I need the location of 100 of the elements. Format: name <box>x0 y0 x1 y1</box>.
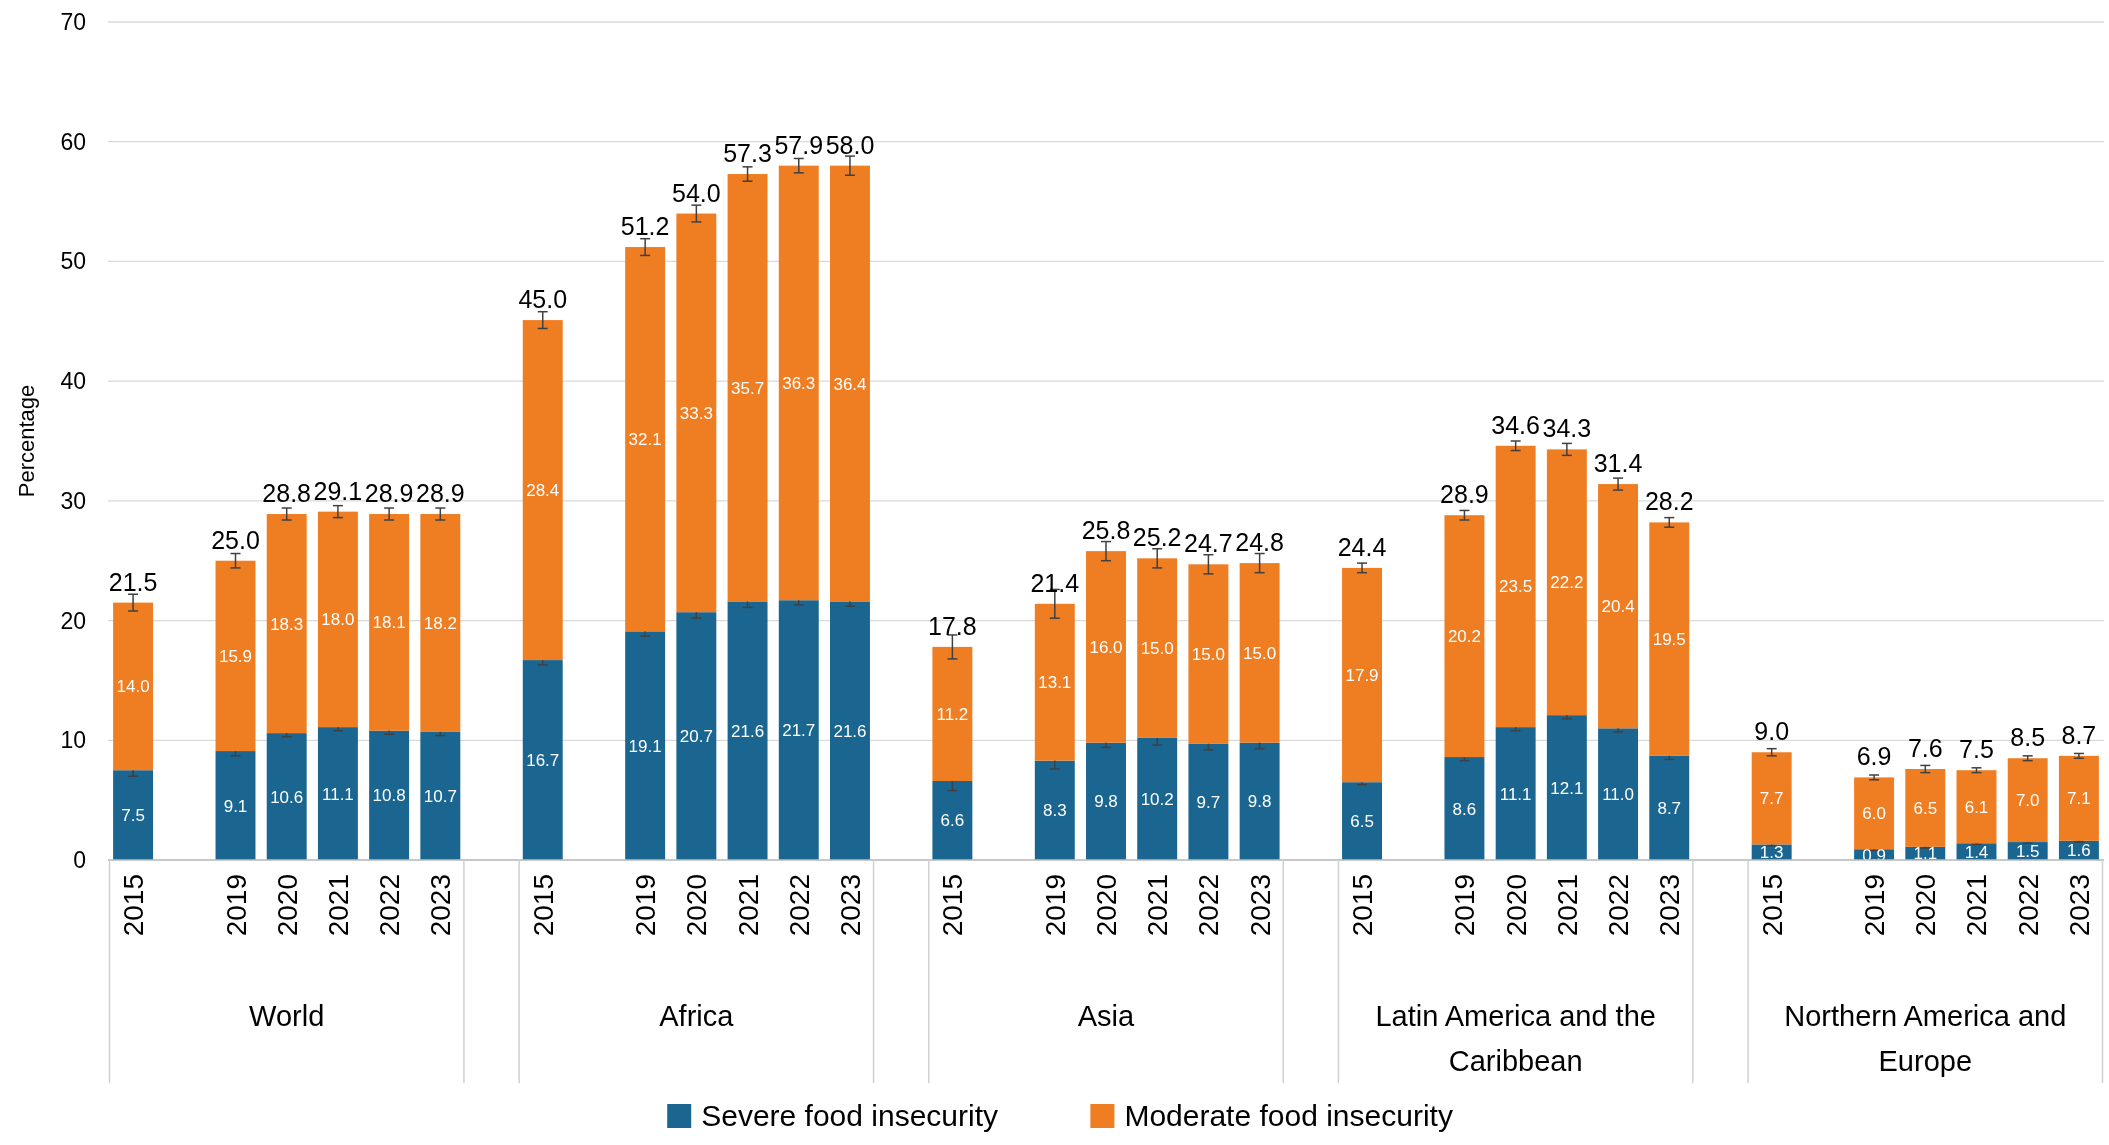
x-tick-label: 2020 <box>1910 874 1942 937</box>
data-label: 13.1 <box>1038 673 1072 693</box>
x-tick-label: 2019 <box>1449 874 1481 937</box>
bar <box>1137 737 1178 860</box>
bar <box>1905 769 1946 847</box>
total-label: 31.4 <box>1593 449 1643 478</box>
bar <box>113 602 154 771</box>
bar <box>830 165 870 602</box>
data-label: 1.1 <box>1913 844 1938 864</box>
bar <box>1649 522 1690 756</box>
x-tick-label: 2020 <box>1091 874 1122 937</box>
data-label: 9.8 <box>1247 792 1272 812</box>
bar <box>778 600 819 860</box>
bar <box>778 165 819 601</box>
total-label: 8.7 <box>2061 720 2097 749</box>
y-tick-label: 70 <box>60 9 86 35</box>
data-label: 9.1 <box>223 796 248 816</box>
bar <box>1137 558 1178 738</box>
bar <box>727 601 768 860</box>
x-tick-label: 2015 <box>527 874 559 937</box>
total-label: 51.2 <box>620 212 670 241</box>
data-label: 18.1 <box>372 613 406 633</box>
x-tick-label: 2023 <box>1654 874 1686 937</box>
data-label: 19.5 <box>1652 630 1686 650</box>
data-label: 21.6 <box>833 721 867 741</box>
total-label: 54.0 <box>672 178 721 207</box>
x-tick-label: 2022 <box>2012 874 2044 937</box>
bar <box>1342 567 1382 783</box>
data-label: 18.3 <box>270 614 304 634</box>
bar <box>317 511 358 728</box>
data-label: 21.7 <box>782 721 816 741</box>
data-label: 33.3 <box>679 403 713 423</box>
bar <box>830 601 870 860</box>
text: Latin America and the Caribbean <box>1375 1000 1656 1077</box>
data-label: 18.0 <box>321 610 355 630</box>
bar <box>625 247 666 632</box>
bar <box>266 733 307 860</box>
bar <box>1086 742 1126 860</box>
data-label: 1.6 <box>2067 841 2091 861</box>
data-label: 22.2 <box>1550 573 1584 593</box>
total-label: 24.7 <box>1184 529 1233 558</box>
bar <box>1239 742 1280 860</box>
y-tick-label: 20 <box>60 607 86 634</box>
data-label: 14.0 <box>116 677 150 697</box>
data-label: 1.4 <box>1964 842 1989 862</box>
x-tick-label: 2021 <box>732 874 764 937</box>
bar <box>932 646 973 781</box>
text: Africa <box>659 1000 735 1032</box>
data-label: 6.6 <box>940 811 965 831</box>
total-label: 28.9 <box>1440 480 1489 509</box>
total-label: 28.9 <box>364 479 414 508</box>
data-label: 28.4 <box>526 481 560 501</box>
bar <box>1034 760 1075 860</box>
data-label: 20.2 <box>1447 627 1481 647</box>
bar <box>522 320 563 661</box>
y-axis-title: Percentage <box>14 384 39 498</box>
x-tick-label: 2015 <box>1756 874 1788 937</box>
x-tick-label: 2015 <box>118 874 150 937</box>
data-label: 10.8 <box>372 786 406 806</box>
total-label: 57.3 <box>723 139 772 168</box>
data-label: 6.5 <box>1913 798 1938 818</box>
x-tick-label: 2023 <box>2063 874 2095 937</box>
bar <box>113 770 154 860</box>
data-label: 6.0 <box>1862 804 1886 824</box>
data-label: 1.5 <box>2015 842 2040 862</box>
bar <box>1444 515 1485 758</box>
data-label: 17.9 <box>1345 666 1379 686</box>
legend-label: Moderate food insecurity <box>1124 1099 1453 1132</box>
data-label: 11.2 <box>936 704 969 724</box>
data-label: 11.1 <box>322 784 354 804</box>
y-tick-label: 50 <box>60 248 86 275</box>
data-label: 16.0 <box>1089 637 1123 657</box>
total-label: 29.1 <box>313 476 363 505</box>
bar <box>522 660 563 860</box>
x-tick-label: 2015 <box>1347 874 1379 937</box>
x-tick-label: 2021 <box>322 874 354 937</box>
data-label: 10.6 <box>270 787 304 807</box>
data-label: 36.4 <box>833 374 867 394</box>
x-tick-label: 2021 <box>1551 874 1583 937</box>
total-label: 34.3 <box>1542 414 1592 443</box>
data-label: 11.0 <box>1602 785 1634 805</box>
data-label: 32.1 <box>628 430 662 450</box>
data-label: 10.2 <box>1140 789 1174 809</box>
x-tick-label: 2022 <box>1193 874 1225 937</box>
data-label: 20.4 <box>1601 597 1635 617</box>
x-tick-label: 2019 <box>1039 874 1071 937</box>
data-label: 15.9 <box>218 646 253 666</box>
data-label: 8.7 <box>1657 798 1682 818</box>
bar <box>1444 757 1485 860</box>
bar <box>1751 752 1792 845</box>
data-label: 10.7 <box>423 786 457 806</box>
total-label: 34.6 <box>1491 410 1540 439</box>
x-tick-label: 2015 <box>937 874 969 937</box>
total-label: 28.9 <box>415 479 465 508</box>
data-label: 7.7 <box>1759 789 1784 809</box>
bar <box>1342 782 1382 860</box>
total-label: 28.2 <box>1644 487 1694 516</box>
total-label: 25.2 <box>1132 523 1182 552</box>
bar <box>1086 551 1126 743</box>
bar <box>676 612 717 860</box>
